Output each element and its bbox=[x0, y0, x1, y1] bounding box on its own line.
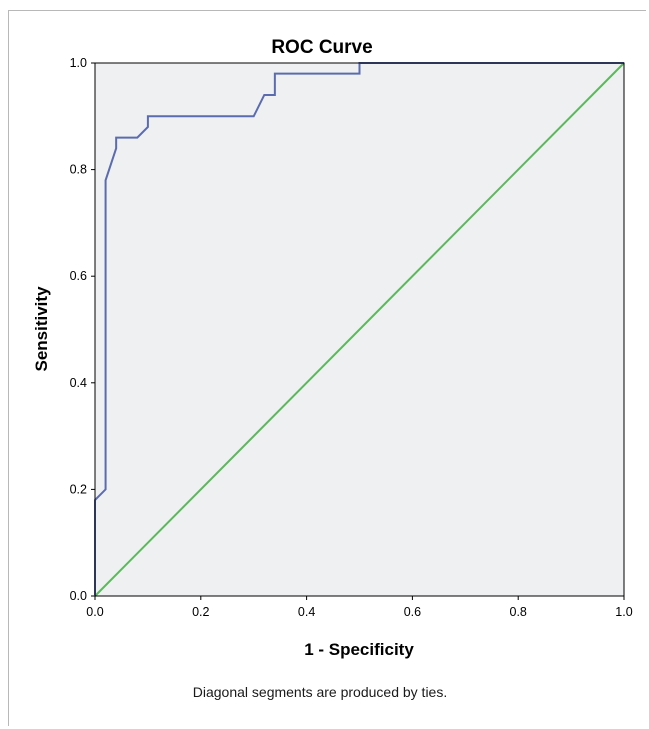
x-tick-label: 1.0 bbox=[615, 605, 632, 619]
y-tick-label: 0.0 bbox=[70, 589, 87, 603]
y-tick-label: 0.4 bbox=[70, 376, 87, 390]
roc-curve-line bbox=[94, 62, 624, 596]
x-tick-label: 0.6 bbox=[404, 605, 421, 619]
y-tick-label: 1.0 bbox=[70, 56, 87, 70]
x-tick-label: 0.2 bbox=[192, 605, 209, 619]
plot-border bbox=[94, 62, 625, 597]
axis-ticks: 0.0 0.2 0.4 0.6 0.8 1.0 0.0 0.2 0.4 0.6 0.8 1.0 bbox=[70, 56, 633, 619]
y-tick-label: 0.2 bbox=[70, 482, 87, 496]
reference-diagonal-line bbox=[94, 62, 625, 597]
y-tick-label: 0.6 bbox=[70, 269, 87, 283]
chart-title: ROC Curve bbox=[271, 37, 372, 58]
y-axis-label: Sensitivity bbox=[32, 286, 51, 372]
series-layer bbox=[94, 62, 625, 597]
x-axis-label: 1 - Specificity bbox=[304, 640, 414, 659]
chart-footnote: Diagonal segments are produced by ties. bbox=[193, 684, 447, 700]
y-tick-label: 0.8 bbox=[70, 163, 87, 177]
x-tick-label: 0.0 bbox=[86, 605, 103, 619]
x-tick-label: 0.4 bbox=[298, 605, 315, 619]
x-tick-label: 0.8 bbox=[510, 605, 527, 619]
